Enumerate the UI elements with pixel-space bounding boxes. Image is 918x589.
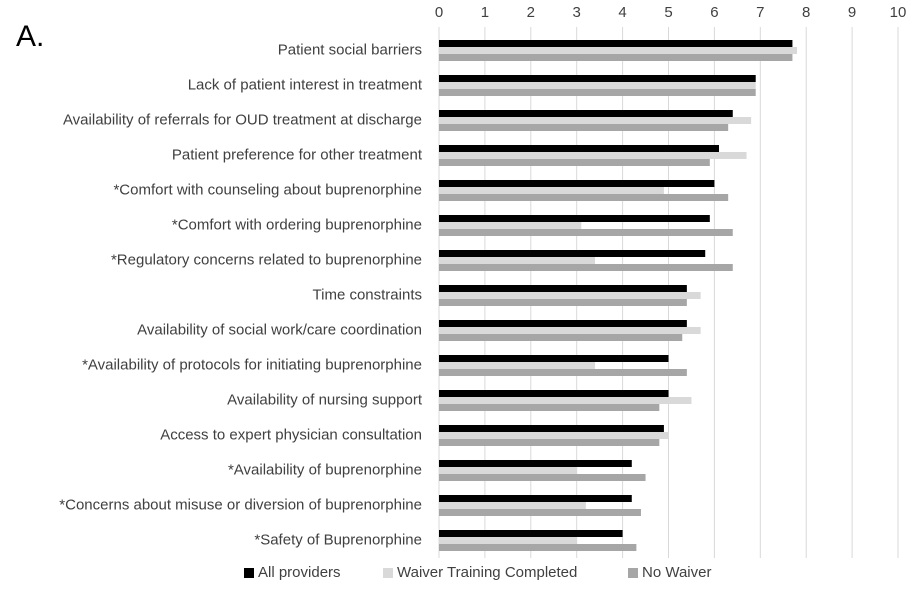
x-tick-label: 4 — [618, 4, 626, 21]
x-tick-label: 0 — [435, 4, 443, 21]
category-label: *Availability of buprenorphine — [228, 461, 422, 478]
category-label: *Regulatory concerns related to buprenor… — [111, 251, 422, 268]
bar-all-providers-0 — [439, 40, 793, 47]
bar-no-waiver-1 — [439, 89, 756, 96]
category-label: Patient social barriers — [278, 41, 422, 58]
bar-all-providers-5 — [439, 215, 710, 222]
bar-no-waiver-14 — [439, 544, 637, 551]
category-label: Lack of patient interest in treatment — [188, 76, 423, 93]
bar-waiver-training-completed-13 — [439, 502, 586, 509]
category-label: Availability of nursing support — [227, 391, 423, 408]
category-label: *Comfort with counseling about buprenorp… — [113, 181, 422, 198]
bar-all-providers-4 — [439, 180, 715, 187]
legend-label: Waiver Training Completed — [397, 564, 577, 581]
category-label: *Availability of protocols for initiatin… — [82, 356, 422, 373]
bar-no-waiver-3 — [439, 159, 710, 166]
bar-waiver-training-completed-2 — [439, 117, 752, 124]
bar-all-providers-9 — [439, 355, 669, 362]
x-tick-label: 9 — [848, 4, 856, 21]
bar-all-providers-11 — [439, 425, 664, 432]
legend-label: All providers — [258, 564, 341, 581]
bar-waiver-training-completed-4 — [439, 187, 664, 194]
panel-label: A. — [16, 20, 45, 53]
bar-waiver-training-completed-6 — [439, 257, 596, 264]
bar-waiver-training-completed-3 — [439, 152, 747, 159]
bar-waiver-training-completed-1 — [439, 82, 756, 89]
bar-all-providers-12 — [439, 460, 632, 467]
bar-no-waiver-12 — [439, 474, 646, 481]
bar-all-providers-10 — [439, 390, 669, 397]
x-tick-label: 2 — [527, 4, 535, 21]
x-tick-label: 6 — [710, 4, 718, 21]
category-label: Patient preference for other treatment — [172, 146, 423, 163]
bar-all-providers-8 — [439, 320, 687, 327]
bar-no-waiver-9 — [439, 369, 687, 376]
category-label: *Concerns about misuse or diversion of b… — [59, 496, 422, 513]
bar-waiver-training-completed-7 — [439, 292, 701, 299]
bar-waiver-training-completed-9 — [439, 362, 596, 369]
legend-swatch — [244, 568, 254, 578]
bar-waiver-training-completed-14 — [439, 537, 577, 544]
bar-no-waiver-0 — [439, 54, 793, 61]
category-label: Access to expert physician consultation — [160, 426, 422, 443]
bar-no-waiver-6 — [439, 264, 733, 271]
bar-waiver-training-completed-8 — [439, 327, 701, 334]
bar-no-waiver-7 — [439, 299, 687, 306]
bar-waiver-training-completed-10 — [439, 397, 692, 404]
bar-no-waiver-8 — [439, 334, 683, 341]
category-label: *Safety of Buprenorphine — [254, 531, 422, 548]
category-label: *Comfort with ordering buprenorphine — [172, 216, 422, 233]
bar-no-waiver-5 — [439, 229, 733, 236]
x-tick-label: 3 — [573, 4, 581, 21]
bar-all-providers-6 — [439, 250, 706, 257]
x-tick-label: 1 — [481, 4, 489, 21]
bar-all-providers-7 — [439, 285, 687, 292]
x-axis-ticks: 0 1 2 3 4 5 6 7 8 9 10 — [435, 4, 907, 21]
bar-no-waiver-13 — [439, 509, 641, 516]
category-labels: Patient social barriers Lack of patient i… — [59, 41, 423, 548]
x-tick-label: 8 — [802, 4, 810, 21]
x-tick-label: 7 — [756, 4, 764, 21]
bars — [439, 40, 798, 551]
legend-label: No Waiver — [642, 564, 711, 581]
category-label: Availability of referrals for OUD treatm… — [63, 111, 422, 128]
legend-swatch — [628, 568, 638, 578]
x-tick-label: 5 — [664, 4, 672, 21]
bar-no-waiver-4 — [439, 194, 729, 201]
bar-waiver-training-completed-12 — [439, 467, 577, 474]
bar-all-providers-13 — [439, 495, 632, 502]
legend: All providers Waiver Training Completed No… — [244, 564, 711, 581]
category-label: Availability of social work/care coordin… — [137, 321, 422, 338]
bar-waiver-training-completed-5 — [439, 222, 582, 229]
bar-all-providers-3 — [439, 145, 719, 152]
bar-all-providers-14 — [439, 530, 623, 537]
bar-all-providers-1 — [439, 75, 756, 82]
x-tick-label: 10 — [890, 4, 907, 21]
bar-no-waiver-10 — [439, 404, 660, 411]
bar-no-waiver-2 — [439, 124, 729, 131]
bar-no-waiver-11 — [439, 439, 660, 446]
legend-swatch — [383, 568, 393, 578]
category-label: Time constraints — [313, 286, 422, 303]
bar-all-providers-2 — [439, 110, 733, 117]
bar-waiver-training-completed-11 — [439, 432, 669, 439]
bar-waiver-training-completed-0 — [439, 47, 798, 54]
